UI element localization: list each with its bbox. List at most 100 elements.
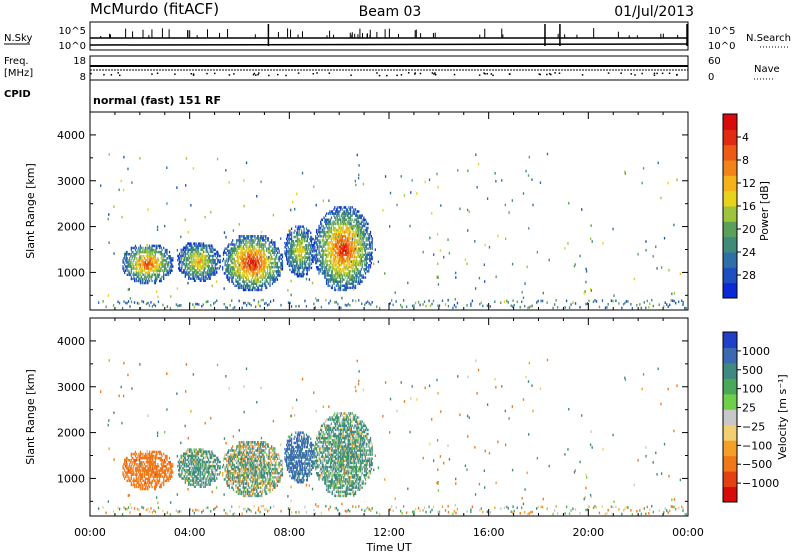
echo-cell bbox=[145, 471, 147, 474]
echo-cell bbox=[364, 243, 366, 246]
echo-cell bbox=[165, 269, 167, 272]
echo-cell bbox=[249, 286, 251, 290]
scatter-echo bbox=[121, 215, 123, 219]
echo-cell bbox=[332, 263, 334, 267]
echo-cell bbox=[325, 272, 327, 275]
echo-cell bbox=[318, 251, 320, 255]
echo-cell bbox=[135, 263, 137, 266]
echo-cell bbox=[264, 253, 266, 257]
echo-cell bbox=[339, 263, 342, 267]
echo-cell bbox=[355, 214, 358, 217]
echo-cell bbox=[300, 241, 303, 245]
echo-cell bbox=[148, 265, 150, 268]
scatter-echo bbox=[532, 203, 534, 207]
echo-cell bbox=[333, 239, 335, 242]
echo-cell bbox=[183, 252, 185, 256]
echo-cell bbox=[244, 266, 246, 269]
echo-cell bbox=[160, 261, 162, 264]
echo-cell bbox=[262, 249, 264, 252]
echo-cell bbox=[224, 247, 226, 250]
echo-cell bbox=[343, 247, 345, 250]
echo-cell bbox=[240, 255, 242, 259]
echo-cell bbox=[129, 263, 131, 266]
y-tick-label: 2000 bbox=[57, 221, 85, 234]
scatter-echo bbox=[99, 184, 102, 187]
echo-cell bbox=[169, 257, 171, 260]
scatter-echo bbox=[354, 247, 356, 251]
echo-cell bbox=[265, 284, 267, 288]
echo-cell bbox=[300, 246, 302, 249]
echo-cell bbox=[187, 242, 189, 245]
low-range-echo bbox=[592, 300, 595, 304]
echo-cell bbox=[309, 256, 311, 259]
echo-cell bbox=[137, 454, 139, 458]
scatter-echo bbox=[344, 265, 346, 269]
echo-cell bbox=[354, 237, 357, 240]
echo-cell bbox=[148, 450, 151, 454]
echo-cell bbox=[134, 267, 137, 270]
echo-cell bbox=[147, 467, 149, 470]
scatter-echo bbox=[315, 203, 317, 207]
echo-cell bbox=[246, 270, 248, 273]
echo-cell bbox=[368, 247, 370, 250]
echo-cell bbox=[330, 228, 333, 232]
echo-cell bbox=[154, 267, 157, 270]
echo-cell bbox=[257, 280, 260, 283]
echo-cell bbox=[205, 275, 207, 278]
echo-cell bbox=[319, 243, 321, 246]
low-range-echo bbox=[516, 300, 518, 304]
echo-cell bbox=[345, 257, 348, 261]
echo-cell bbox=[322, 241, 324, 244]
echo-cell bbox=[214, 252, 216, 256]
echo-cell bbox=[213, 260, 215, 264]
echo-cell bbox=[290, 233, 292, 237]
echo-cell bbox=[347, 251, 349, 255]
echo-cell bbox=[261, 259, 263, 263]
echo-cell bbox=[329, 247, 331, 250]
echo-cell bbox=[349, 274, 351, 277]
echo-cell bbox=[199, 267, 201, 270]
echo-cell bbox=[156, 465, 158, 468]
echo-cell bbox=[274, 245, 276, 248]
echo-cell bbox=[139, 246, 142, 250]
echo-cell bbox=[341, 278, 343, 281]
echo-cell bbox=[195, 273, 197, 276]
echo-cell bbox=[207, 271, 209, 274]
echo-cell bbox=[158, 469, 160, 472]
echo-cell bbox=[126, 471, 128, 474]
echo-cell bbox=[180, 258, 182, 262]
echo-cell bbox=[338, 206, 340, 209]
echo-cell bbox=[160, 263, 162, 266]
echo-cell bbox=[340, 239, 343, 242]
echo-cell bbox=[191, 248, 193, 252]
echo-cell bbox=[295, 239, 297, 243]
echo-cell bbox=[157, 275, 159, 279]
date-title: 01/Jul/2013 bbox=[614, 4, 694, 20]
echo-cell bbox=[349, 237, 352, 240]
echo-cell bbox=[340, 270, 343, 273]
echo-cell bbox=[197, 267, 200, 270]
echo-cell bbox=[163, 257, 165, 260]
echo-cell bbox=[217, 258, 219, 262]
echo-cell bbox=[146, 263, 148, 266]
scatter-echo bbox=[258, 242, 260, 246]
echo-cell bbox=[303, 233, 305, 237]
echo-cell bbox=[346, 253, 348, 257]
echo-cell bbox=[296, 260, 299, 263]
echo-cell bbox=[199, 252, 201, 256]
echo-cell bbox=[217, 252, 219, 256]
echo-cell bbox=[231, 247, 233, 250]
echo-cell bbox=[163, 465, 165, 468]
echo-cell bbox=[365, 263, 367, 267]
echo-cell bbox=[263, 282, 265, 285]
scatter-echo bbox=[455, 276, 457, 279]
scatter-echo bbox=[589, 237, 592, 241]
echo-cell bbox=[148, 255, 151, 258]
echo-cell bbox=[159, 483, 161, 487]
echo-cell bbox=[134, 473, 137, 476]
echo-cell bbox=[303, 272, 305, 276]
echo-cell bbox=[196, 250, 198, 254]
low-range-echo bbox=[334, 301, 336, 304]
echo-cell bbox=[259, 251, 261, 255]
echo-cell bbox=[321, 239, 323, 242]
